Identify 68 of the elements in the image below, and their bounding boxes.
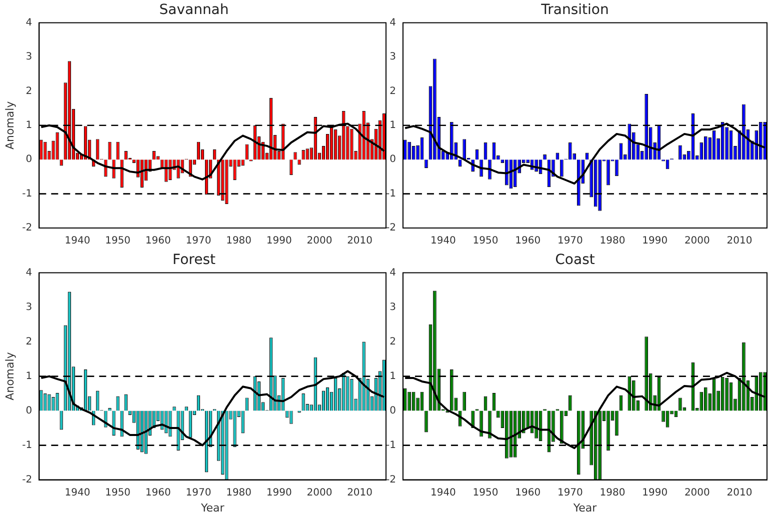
y-tick-label: 2 — [26, 86, 32, 97]
y-tick-label: -1 — [22, 440, 32, 451]
y-tick-label: 1 — [26, 120, 32, 131]
y-tick-label: 2 — [26, 336, 32, 348]
x-tick-label: 1940 — [64, 487, 90, 498]
x-tick-label: 1980 — [600, 236, 626, 247]
y-tick-label: -2 — [386, 474, 396, 486]
x-axis-title: Year — [572, 501, 598, 514]
y-tick-label: 0 — [390, 154, 396, 166]
x-tick-label: 1970 — [557, 236, 583, 247]
x-tick-label: 1950 — [472, 236, 498, 247]
x-tick-label: 1990 — [642, 487, 668, 498]
y-tick-label: -1 — [22, 188, 32, 200]
x-tick-label: 1950 — [105, 236, 131, 247]
x-tick-label: 1950 — [105, 487, 131, 498]
x-tick-label: 1940 — [430, 487, 456, 498]
x-tick-label: 1960 — [145, 487, 171, 498]
y-tick-label: -1 — [386, 188, 396, 200]
x-tick-label: 2010 — [347, 236, 373, 247]
x-tick-label: 1980 — [600, 487, 626, 498]
x-tick-label: 1970 — [186, 236, 212, 247]
x-tick-label: 2000 — [306, 236, 332, 247]
chart-title: Forest — [172, 252, 216, 268]
x-tick-label: 1990 — [266, 236, 292, 247]
y-tick-label: 3 — [390, 302, 396, 313]
x-tick-label: 1960 — [145, 236, 171, 247]
x-tick-label: 2010 — [726, 236, 752, 247]
y-tick-label: 4 — [390, 17, 396, 28]
y-tick-label: 4 — [26, 267, 32, 278]
x-axis-title: Year — [200, 501, 225, 514]
x-tick-label: 1970 — [557, 487, 583, 498]
y-tick-label: -1 — [386, 440, 396, 451]
x-tick-label: 1950 — [472, 487, 498, 498]
y-tick-label: 3 — [390, 52, 396, 63]
x-tick-label: 1980 — [226, 487, 252, 498]
x-tick-label: 2000 — [684, 487, 710, 498]
y-tick-label: 4 — [26, 17, 32, 28]
y-tick-label: 4 — [390, 267, 396, 278]
y-tick-label: 0 — [390, 405, 396, 416]
y-tick-label: 3 — [26, 52, 32, 63]
y-tick-label: 2 — [390, 336, 396, 348]
y-tick-label: -2 — [22, 474, 32, 486]
y-tick-label: 2 — [390, 86, 396, 97]
y-tick-label: 0 — [26, 405, 32, 416]
chart-title: Coast — [555, 252, 596, 268]
y-tick-label: 1 — [390, 370, 396, 382]
x-tick-label: 1960 — [515, 236, 541, 247]
y-tick-label: 3 — [26, 302, 32, 313]
x-tick-label: 2000 — [684, 236, 710, 247]
y-tick-label: 1 — [390, 120, 396, 131]
chart-title: Transition — [540, 2, 609, 18]
x-tick-label: 1990 — [642, 236, 668, 247]
chart-title: Savannah — [159, 2, 229, 18]
y-tick-label: 0 — [26, 154, 32, 166]
x-tick-label: 1960 — [515, 487, 541, 498]
x-tick-label: 2010 — [347, 487, 373, 498]
x-tick-label: 1990 — [266, 487, 292, 498]
y-axis-title: Anomaly — [3, 100, 16, 150]
y-tick-label: -2 — [22, 222, 32, 234]
x-tick-label: 1940 — [64, 236, 90, 247]
x-tick-label: 2000 — [306, 487, 332, 498]
y-tick-label: -2 — [386, 222, 396, 234]
y-axis-title: Anomaly — [3, 352, 16, 400]
x-tick-label: 1940 — [430, 236, 456, 247]
x-tick-label: 1980 — [226, 236, 252, 247]
y-tick-label: 1 — [26, 370, 32, 382]
x-tick-label: 1970 — [186, 487, 212, 498]
x-tick-label: 2010 — [726, 487, 752, 498]
